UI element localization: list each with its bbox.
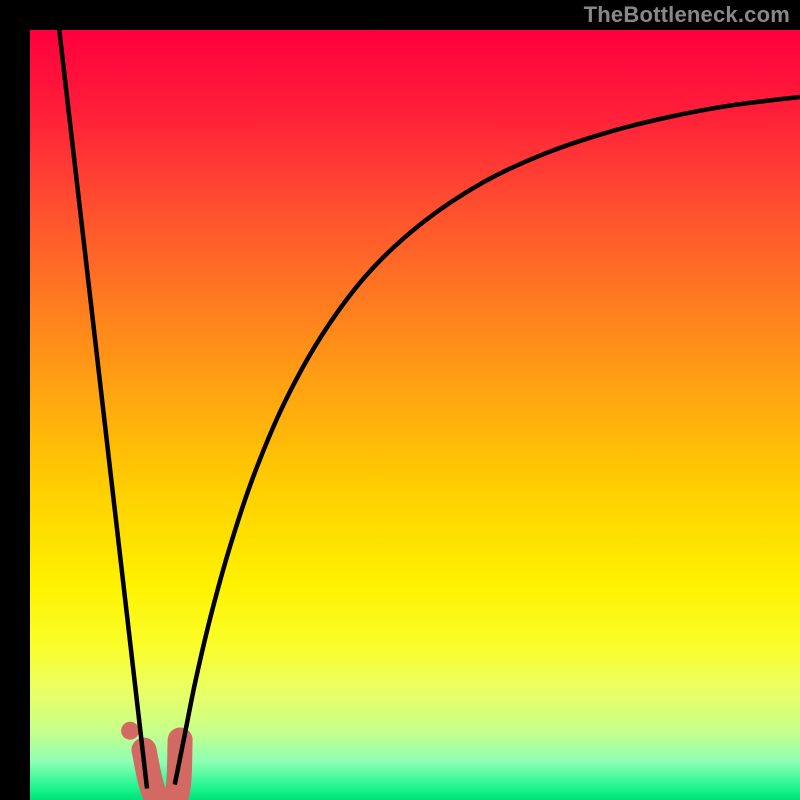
chart-outer-frame: TheBottleneck.com bbox=[0, 0, 800, 800]
optimal-region-marker bbox=[144, 740, 180, 800]
right-saturation-curve bbox=[175, 97, 800, 785]
bottleneck-curves bbox=[30, 30, 800, 800]
plot-area bbox=[30, 30, 800, 800]
left-descent-line bbox=[59, 30, 147, 788]
watermark-text: TheBottleneck.com bbox=[584, 2, 790, 28]
marker-dot bbox=[121, 722, 139, 740]
